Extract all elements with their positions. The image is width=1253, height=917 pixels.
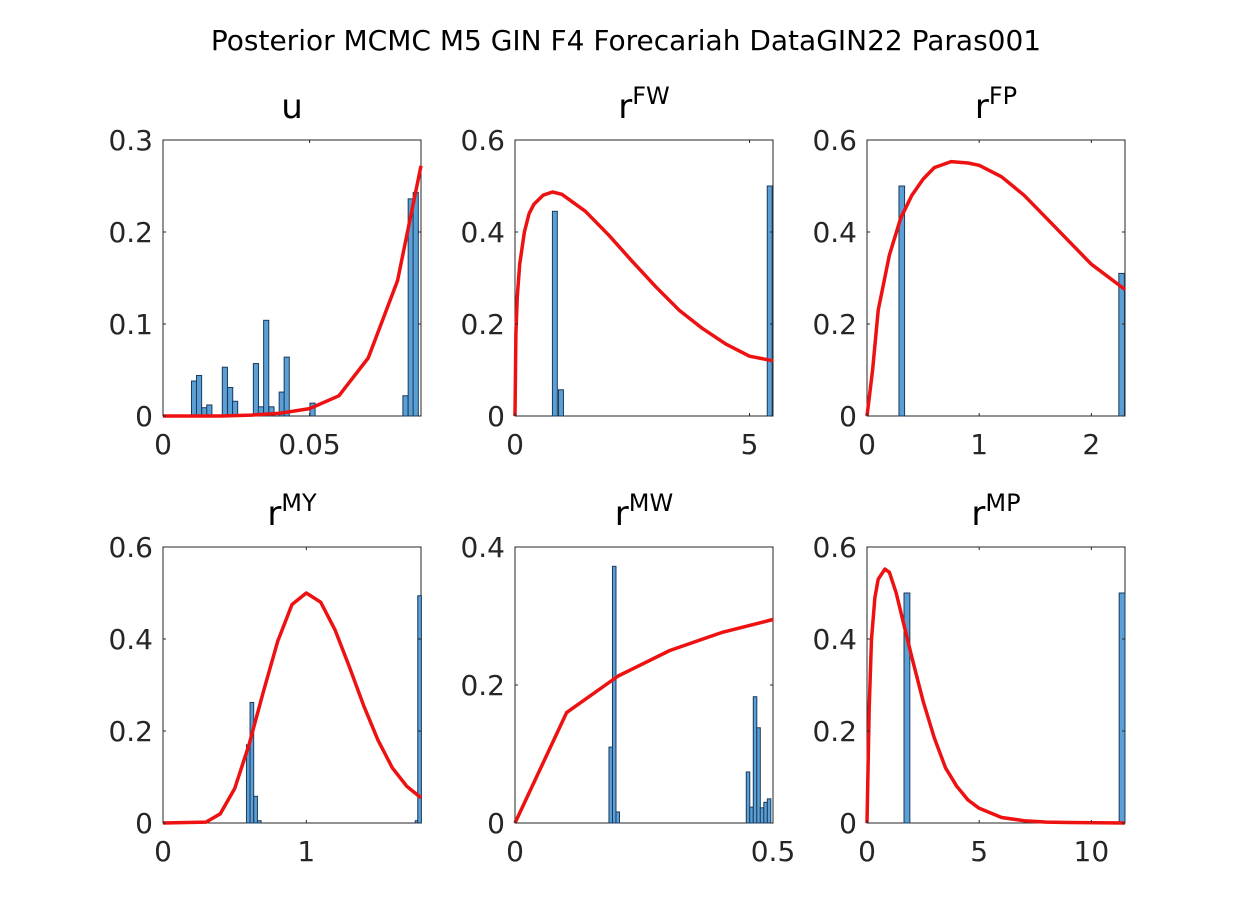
histogram-bar bbox=[611, 565, 617, 824]
plot-frame bbox=[162, 139, 422, 417]
histogram-bar bbox=[608, 746, 613, 824]
y-tick-label: 0.1 bbox=[108, 308, 153, 341]
histogram-bar bbox=[221, 366, 228, 417]
x-tick-label: 5 bbox=[741, 428, 759, 461]
y-tick-label: 0.4 bbox=[812, 216, 857, 249]
histogram-bar bbox=[749, 806, 754, 824]
plot-frame bbox=[514, 139, 774, 417]
plot-frame bbox=[514, 546, 774, 824]
histogram-bar bbox=[745, 771, 751, 824]
figure-title: Posterior MCMC M5 GIN F4 Forecariah Data… bbox=[211, 24, 1041, 57]
y-tick-label: 0.4 bbox=[460, 216, 505, 249]
histogram-bar bbox=[249, 701, 255, 824]
histogram-bar bbox=[402, 395, 409, 417]
y-tick-label: 0.2 bbox=[460, 669, 505, 702]
y-tick-label: 0 bbox=[135, 807, 153, 840]
y-tick-label: 0 bbox=[487, 807, 505, 840]
density-curve bbox=[513, 617, 774, 824]
x-tick-label: 0 bbox=[858, 835, 876, 868]
y-tick-label: 0.6 bbox=[812, 124, 857, 157]
x-tick-label: 2 bbox=[1082, 428, 1100, 461]
histogram-bar bbox=[898, 185, 906, 417]
histogram-bar bbox=[752, 696, 758, 824]
histogram-bar bbox=[253, 795, 258, 824]
x-tick-label: 0.5 bbox=[751, 835, 796, 868]
y-tick-label: 0 bbox=[839, 400, 857, 433]
density-curve bbox=[162, 591, 423, 825]
histogram-bar bbox=[759, 807, 765, 824]
subplot-title: rFW bbox=[618, 82, 670, 127]
y-tick-label: 0.4 bbox=[460, 531, 505, 564]
x-tick-label: 0 bbox=[154, 428, 172, 461]
y-tick-label: 0.4 bbox=[108, 623, 153, 656]
subplot-grid: u 0 0.05 0 0.1 0.2 0.3 rFW 0 5 0 0.2 0.4 0.6 rFP 0 1 2 0 0.… bbox=[108, 82, 1127, 868]
histogram-bar bbox=[756, 727, 761, 824]
histogram-bar bbox=[263, 319, 270, 417]
x-tick-label: 1 bbox=[970, 428, 988, 461]
density-curve bbox=[865, 159, 1127, 417]
y-tick-label: 0.6 bbox=[108, 531, 153, 564]
histogram-bar bbox=[412, 191, 419, 417]
y-tick-label: 0.2 bbox=[108, 715, 153, 748]
histogram-bar bbox=[1118, 272, 1125, 417]
subplot-2: rFW 0 5 0 0.2 0.4 0.6 bbox=[460, 82, 774, 461]
subplot-title: rFP bbox=[975, 82, 1017, 127]
y-tick-label: 0.6 bbox=[460, 124, 505, 157]
x-tick-label: 5 bbox=[970, 835, 988, 868]
subplot-5: rMW 0 0.5 0 0.2 0.4 bbox=[460, 489, 795, 868]
x-tick-label: 0 bbox=[858, 428, 876, 461]
histogram-bar bbox=[1118, 592, 1126, 824]
y-tick-label: 0 bbox=[487, 400, 505, 433]
density-curve bbox=[163, 165, 423, 418]
histogram-bar bbox=[903, 592, 911, 824]
y-tick-label: 0 bbox=[135, 400, 153, 433]
y-tick-label: 0.2 bbox=[460, 308, 505, 341]
subplot-title: rMW bbox=[615, 489, 673, 534]
x-tick-label: 0 bbox=[154, 835, 172, 868]
y-tick-label: 0.2 bbox=[812, 308, 857, 341]
y-tick-label: 0.6 bbox=[812, 531, 857, 564]
histogram-bar bbox=[256, 820, 262, 824]
y-tick-label: 0.2 bbox=[108, 216, 153, 249]
histogram-bar bbox=[417, 595, 422, 824]
x-tick-label: 10 bbox=[1074, 835, 1110, 868]
histogram-bar bbox=[615, 811, 620, 824]
histogram-bar bbox=[558, 389, 564, 417]
y-tick-label: 0 bbox=[839, 807, 857, 840]
x-tick-label: 0.05 bbox=[278, 428, 340, 461]
histogram-bar bbox=[190, 380, 198, 417]
subplot-3: rFP 0 1 2 0 0.2 0.4 0.6 bbox=[812, 82, 1127, 461]
histogram-bar bbox=[763, 801, 768, 824]
x-tick-label: 0 bbox=[506, 835, 524, 868]
y-tick-label: 0.2 bbox=[812, 715, 857, 748]
x-tick-label: 0 bbox=[506, 428, 524, 461]
plot-frame bbox=[866, 139, 1126, 417]
subplot-4: rMY 0 1 0 0.2 0.4 0.6 bbox=[108, 489, 423, 868]
subplot-1: u 0 0.05 0 0.1 0.2 0.3 bbox=[108, 87, 423, 461]
histogram-bar bbox=[268, 406, 275, 417]
density-curve bbox=[513, 190, 774, 417]
subplot-title: u bbox=[281, 87, 303, 127]
density-curve bbox=[865, 567, 1126, 825]
y-tick-label: 0.3 bbox=[108, 124, 153, 157]
histogram-bar bbox=[195, 375, 203, 417]
histogram-bar bbox=[283, 356, 290, 417]
plot-frame bbox=[162, 546, 422, 824]
histogram-bar bbox=[766, 185, 773, 417]
histogram-bar bbox=[766, 798, 772, 824]
subplot-title: rMP bbox=[971, 489, 1020, 534]
x-tick-label: 1 bbox=[297, 835, 315, 868]
histogram-bar bbox=[227, 386, 234, 417]
y-tick-label: 0.4 bbox=[812, 623, 857, 656]
histogram-bar bbox=[551, 210, 558, 417]
subplot-title: rMY bbox=[267, 489, 317, 534]
subplot-6: rMP 0 5 10 0 0.2 0.4 0.6 bbox=[812, 489, 1126, 868]
histogram-bar bbox=[252, 363, 260, 417]
